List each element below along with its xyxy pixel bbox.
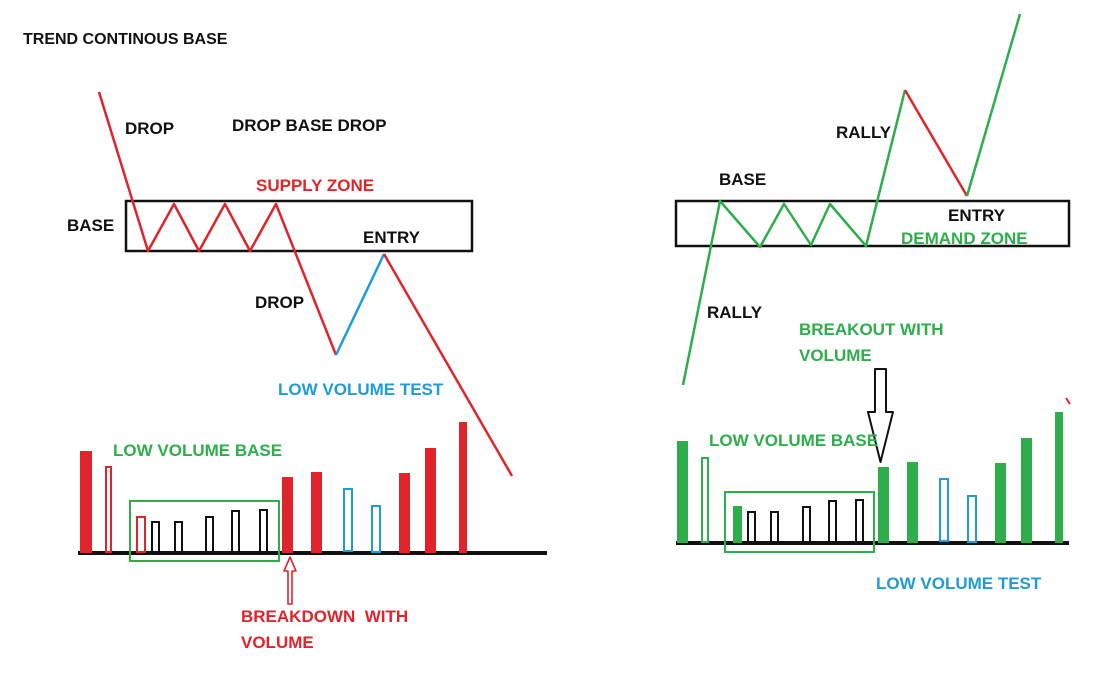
demand-zone-label: DEMAND ZONE [901, 229, 1028, 248]
left-pullback-line [334, 253, 386, 356]
breakdown-label: BREAKDOWN WITH [241, 607, 409, 626]
right-volume-bar [878, 467, 889, 543]
left-continuation-drop-line [382, 253, 514, 477]
right-volume-bar [1055, 412, 1063, 543]
right-volume-bar [747, 511, 756, 543]
right-base-label: BASE [719, 170, 767, 189]
right-rally-top-label: RALLY [836, 123, 892, 142]
left-volume-bar [459, 422, 467, 553]
right-continuation-rally-line [965, 13, 1022, 197]
left-volume-bar [282, 477, 293, 553]
left-pattern-name-label: DROP BASE DROP [232, 116, 387, 135]
left-drop-top-label: DROP [125, 119, 175, 138]
right-volume-bar [939, 478, 949, 542]
left-volume-bar [136, 516, 146, 553]
right-low-volume-base-frame [724, 491, 875, 553]
right-volume-bar [828, 500, 837, 543]
left-volume-bar [343, 488, 353, 552]
left-low-volume-base-label: LOW VOLUME BASE [113, 441, 283, 460]
right-price-path-rally-base-rally [681, 89, 907, 386]
left-drop-mid-label: DROP [255, 293, 305, 312]
left-volume-bar [399, 473, 410, 553]
right-pullback-line [903, 89, 969, 197]
breakout-label-line2: VOLUME [799, 346, 872, 365]
right-volume-bar [701, 457, 709, 543]
left-volume-bar [311, 472, 322, 553]
right-volume-bar [907, 462, 918, 543]
left-volume-bar [151, 521, 160, 553]
left-price-path-drop-base-drop [97, 91, 338, 356]
right-rally-bottom-label: RALLY [707, 303, 763, 322]
right-volume-bar [802, 506, 811, 543]
left-volume-bar [371, 505, 381, 553]
left-base-label: BASE [67, 216, 115, 235]
supply-zone-box [124, 199, 474, 253]
breakdown-label-line2: VOLUME [241, 633, 314, 652]
right-volume-bar [733, 506, 742, 543]
supply-zone-label: SUPPLY ZONE [256, 176, 375, 195]
right-low-volume-base-label: LOW VOLUME BASE [709, 431, 879, 450]
left-volume-bar [174, 521, 183, 553]
demand-zone-box [674, 199, 1071, 248]
right-volume-bar [677, 441, 688, 543]
left-volume-bar [205, 516, 214, 553]
right-volume-bar [1021, 438, 1032, 543]
left-volume-bar [80, 451, 92, 553]
breakdown-arrow [283, 556, 297, 605]
right-volume-bar [855, 499, 864, 543]
left-volume-bar [231, 510, 240, 553]
diagram-title: TREND CONTINOUS BASE [23, 31, 228, 48]
right-low-volume-test-label: LOW VOLUME TEST [876, 574, 1042, 593]
right-volume-bar [770, 511, 779, 543]
left-entry-label: ENTRY [363, 228, 420, 247]
breakout-arrow [867, 368, 894, 463]
left-low-volume-test-label: LOW VOLUME TEST [278, 380, 444, 399]
left-volume-bar [425, 448, 436, 553]
left-volume-bar [259, 509, 268, 553]
left-volume-bar [105, 466, 112, 553]
right-top-corner-mark [1065, 397, 1071, 405]
left-low-volume-base-frame [129, 500, 280, 562]
right-volume-bar [995, 463, 1006, 543]
right-entry-label: ENTRY [948, 206, 1005, 225]
breakout-label: BREAKOUT WITH [799, 320, 944, 339]
right-volume-bar [967, 495, 977, 543]
